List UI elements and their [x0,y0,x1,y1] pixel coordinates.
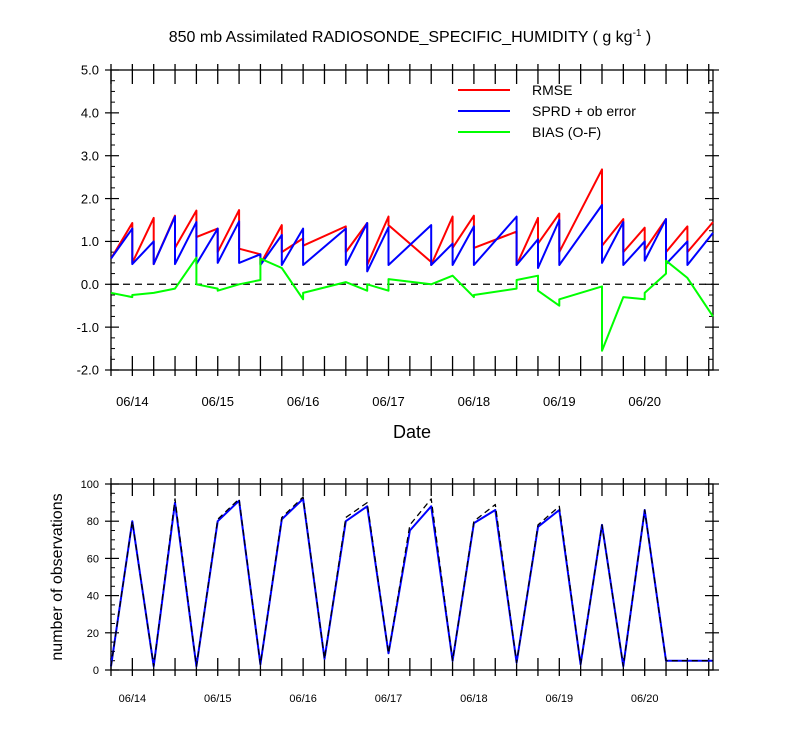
series-line-used [110,497,713,668]
x-tick-label: 06/19 [543,394,576,409]
y-tick-label: 40 [87,591,99,603]
x-tick-label: 06/16 [287,394,320,409]
x-tick-label: 06/19 [546,693,574,705]
y-tick-label: 5.0 [81,63,99,78]
y-tick-label: 20 [87,628,99,640]
y-tick-label: 0.0 [81,277,99,292]
observation-count-chart: 06/14 06/15 06/16 06/17 06/18 06/19 06/20 0 20 40… [49,478,719,705]
x-tick-label: 06/18 [460,693,488,705]
x-tick-label: 06/20 [628,394,661,409]
y-tick-label: 60 [87,553,99,565]
y-tick-label: 4.0 [81,106,99,121]
y-tick-label: 80 [87,516,99,528]
x-axis-label: Date [393,422,431,442]
y-tick-label: 3.0 [81,148,99,163]
chart-title: 850 mb Assimilated RADIOSONDE_SPECIFIC_H… [169,28,652,46]
y-axis-label: number of observations [49,493,66,660]
y-tick-label: -1.0 [77,320,99,335]
y-tick-label: 2.0 [81,191,99,206]
y-tick-label: -2.0 [77,363,99,378]
x-tick-label: 06/20 [631,693,659,705]
x-tick-label: 06/14 [119,693,147,705]
y-tick-label: 1.0 [81,234,99,249]
legend-label: RMSE [532,82,572,98]
y-tick-label: 100 [81,479,99,491]
series-line-bias-o-f- [110,256,714,352]
x-tick-label: 06/17 [375,693,403,705]
x-tick-label: 06/15 [204,693,232,705]
x-tick-label: 06/18 [458,394,491,409]
series-line-sprd-ob-error [110,204,714,273]
legend-label: BIAS (O-F) [532,124,601,140]
rmse-sprd-bias-chart: 06/14 06/15 06/16 06/17 06/18 06/19 06/20 -2.0 -… [77,28,719,442]
y-tick-label: 0 [93,665,99,677]
series-line-possible [110,496,713,667]
x-tick-label: 06/17 [372,394,405,409]
plot-frame [110,483,714,671]
x-tick-label: 06/14 [116,394,149,409]
x-tick-label: 06/16 [289,693,317,705]
legend-label: SPRD + ob error [532,103,636,119]
x-tick-label: 06/15 [201,394,234,409]
